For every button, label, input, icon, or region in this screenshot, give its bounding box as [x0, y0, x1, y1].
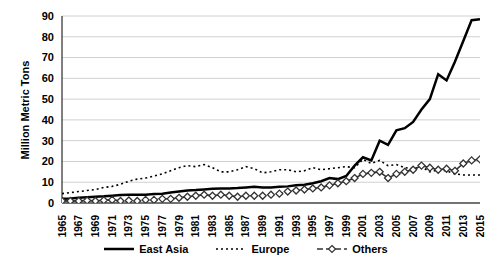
svg-text:1979: 1979: [174, 215, 185, 238]
svg-text:90: 90: [42, 10, 54, 22]
svg-text:1971: 1971: [107, 215, 118, 238]
svg-text:2003: 2003: [374, 215, 385, 238]
svg-text:30: 30: [42, 135, 54, 147]
svg-text:1985: 1985: [224, 215, 235, 238]
svg-text:2005: 2005: [391, 215, 402, 238]
html-text:Europe: Europe: [251, 243, 290, 255]
svg-text:1997: 1997: [324, 215, 335, 238]
svg-text:10: 10: [42, 176, 54, 188]
svg-text:50: 50: [42, 93, 54, 105]
svg-text:1969: 1969: [90, 215, 101, 238]
svg-text:70: 70: [42, 51, 54, 63]
html-text:East Asia: East Asia: [139, 243, 189, 255]
svg-text:1995: 1995: [307, 215, 318, 238]
svg-text:60: 60: [42, 72, 54, 84]
svg-text:1989: 1989: [257, 215, 268, 238]
svg-text:1993: 1993: [291, 215, 302, 238]
html-text:Others: Others: [352, 243, 388, 255]
svg-text:1975: 1975: [140, 215, 151, 238]
svg-text:1987: 1987: [240, 215, 251, 238]
svg-text:0: 0: [48, 197, 54, 209]
svg-text:2011: 2011: [441, 215, 452, 237]
svg-text:2007: 2007: [408, 215, 419, 238]
svg-text:2001: 2001: [357, 215, 368, 238]
svg-text:1973: 1973: [123, 215, 134, 238]
svg-text:1977: 1977: [157, 215, 168, 238]
svg-text:Million Metric Tons: Million Metric Tons: [19, 61, 31, 160]
svg-text:1967: 1967: [73, 215, 84, 238]
svg-text:1999: 1999: [341, 215, 352, 238]
svg-text:20: 20: [42, 155, 54, 167]
svg-text:1965: 1965: [57, 215, 68, 238]
svg-text:1983: 1983: [207, 215, 218, 238]
svg-text:2015: 2015: [475, 215, 486, 238]
svg-text:1991: 1991: [274, 215, 285, 238]
svg-text:1981: 1981: [190, 215, 201, 238]
svg-text:40: 40: [42, 114, 54, 126]
svg-text:80: 80: [42, 31, 54, 43]
svg-text:2009: 2009: [424, 215, 435, 238]
svg-text:2013: 2013: [458, 215, 469, 238]
